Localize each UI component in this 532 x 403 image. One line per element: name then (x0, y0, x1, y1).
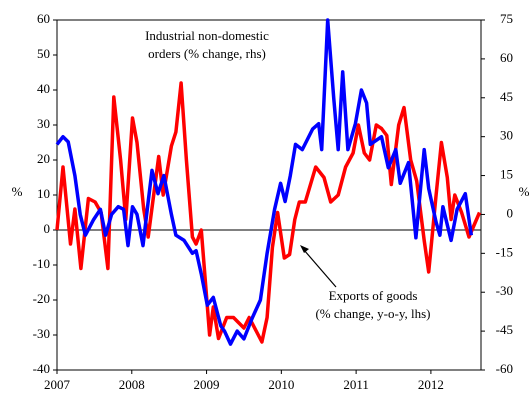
y-tick-label: 40 (37, 81, 50, 96)
y-tick-label: 0 (44, 221, 51, 236)
x-tick-label: 2011 (343, 377, 369, 392)
y2-tick-label: 0 (507, 205, 514, 220)
annotation: Industrial non-domestic (145, 28, 269, 43)
y-tick-label: -30 (33, 326, 50, 341)
y2-tick-label: 60 (500, 50, 513, 65)
x-tick-label: 2010 (268, 377, 294, 392)
y-tick-label: 50 (37, 46, 50, 61)
y2-tick-label: 15 (500, 167, 513, 182)
annotation: orders (% change, rhs) (148, 46, 266, 61)
y-tick-label: 30 (37, 116, 50, 131)
y2-tick-label: 45 (500, 89, 513, 104)
series-line (55, 18, 474, 346)
arrow (303, 249, 337, 288)
y2-tick-label: 75 (500, 11, 513, 26)
y-tick-label: 60 (37, 11, 50, 26)
y2-tick-label: -15 (496, 244, 513, 259)
y-tick-label: -10 (33, 256, 50, 271)
y2-tick-label: -30 (496, 283, 513, 298)
y-tick-label: -20 (33, 291, 50, 306)
y2-tick-label: -60 (496, 361, 513, 376)
series-line (55, 81, 482, 344)
y-axis-label: % (12, 184, 23, 199)
annotation: Exports of goods (329, 288, 418, 303)
y2-axis-label: % (519, 184, 530, 199)
y2-tick-label: 30 (500, 128, 513, 143)
y-tick-label: 10 (37, 186, 50, 201)
x-tick-label: 2009 (194, 377, 220, 392)
annotation: (% change, y-o-y, lhs) (315, 306, 430, 321)
y-tick-label: -40 (33, 361, 50, 376)
x-tick-label: 2007 (44, 377, 71, 392)
y-tick-label: 20 (37, 151, 50, 166)
x-tick-label: 2012 (418, 377, 444, 392)
y2-tick-label: -45 (496, 322, 513, 337)
arrow-head (300, 245, 309, 253)
x-tick-label: 2008 (119, 377, 145, 392)
